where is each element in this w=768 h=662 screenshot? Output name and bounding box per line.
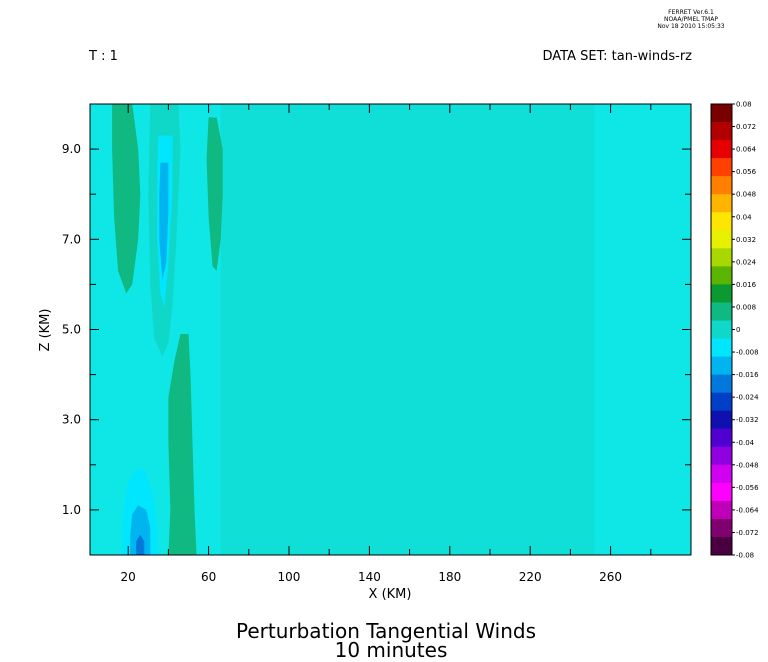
x-axis: 20 60 100 140 180 220 260 — [121, 104, 652, 584]
colorbar-label: -0.048 — [736, 461, 759, 469]
colorbar-label: -0.032 — [736, 416, 759, 424]
colorbar-swatch — [711, 176, 732, 195]
y-tick-label: 7.0 — [62, 232, 81, 246]
colorbar-swatch — [711, 482, 732, 502]
colorbar-label: 0.016 — [736, 281, 757, 289]
colorbar-swatch — [711, 536, 732, 556]
colorbar-label: -0.008 — [736, 349, 759, 357]
colorbar-label: 0.008 — [736, 303, 756, 311]
y-tick-label: 5.0 — [62, 323, 81, 337]
chart-subtitle: 10 minutes — [335, 638, 448, 662]
time-label: T : 1 — [88, 49, 118, 64]
colorbar-swatch — [711, 104, 732, 123]
colorbar-label: -0.024 — [736, 394, 759, 402]
colorbar-swatch — [711, 410, 732, 430]
colorbar-label: 0.072 — [736, 123, 756, 131]
region-7 — [130, 505, 151, 555]
x-tick-label: 140 — [358, 570, 381, 584]
colorbar-swatch — [711, 518, 732, 538]
region-8 — [136, 534, 145, 555]
colorbar-swatch — [711, 248, 732, 267]
colorbar-swatch — [711, 230, 732, 249]
colorbar: 0.08 0.072 0.064 0.056 0.048 0.04 0.032 0.024 0.… — [710, 101, 759, 560]
stripe-0 — [220, 104, 390, 555]
colorbar-label: -0.08 — [736, 552, 754, 560]
y-axis: 1.0 3.0 5.0 7.0 9.0 — [62, 142, 691, 517]
colorbar-label: -0.072 — [736, 529, 759, 537]
stripe-2 — [401, 104, 579, 555]
colorbar-swatch — [711, 194, 732, 213]
y-tick-label: 3.0 — [62, 413, 81, 427]
regions-layer — [112, 104, 223, 555]
colorbar-swatch — [711, 158, 732, 177]
colorbar-swatch — [711, 266, 732, 285]
region-4 — [159, 162, 169, 280]
colorbar-label: 0.04 — [736, 213, 752, 221]
colorbar-label: -0.04 — [736, 439, 755, 447]
program-label: FERRET Ver.6.1 — [668, 9, 714, 16]
y-tick-label: 9.0 — [62, 142, 81, 156]
colorbar-swatch — [711, 392, 732, 412]
x-tick-label: 60 — [201, 570, 216, 584]
colorbar-swatch — [711, 140, 732, 159]
region-5 — [168, 334, 197, 555]
colorbar-swatch — [711, 338, 732, 357]
dataset-label: DATA SET: tan-winds-rz — [543, 49, 693, 64]
y-tick-label: 1.0 — [62, 503, 81, 517]
plot-area — [89, 103, 692, 556]
colorbar-label: -0.016 — [736, 371, 759, 379]
y-axis-label: Z (KM) — [38, 309, 53, 352]
stripes-layer — [220, 104, 595, 555]
x-tick-label: 20 — [121, 570, 136, 584]
colorbar-swatch — [711, 302, 732, 321]
colorbar-swatch — [711, 212, 732, 231]
colorbar-swatch — [711, 356, 732, 375]
colorbar-label: 0.064 — [736, 146, 757, 154]
colorbar-label: -0.064 — [736, 506, 759, 514]
colorbar-swatch — [711, 320, 732, 339]
colorbar-swatch — [711, 464, 732, 484]
date-label: Nov 18 2010 15:05:33 — [657, 23, 724, 30]
colorbar-label: -0.056 — [736, 484, 759, 492]
colorbar-swatch — [711, 122, 732, 141]
x-axis-label: X (KM) — [369, 587, 412, 602]
stripe-3 — [578, 104, 595, 555]
colorbar-label: 0.08 — [736, 101, 752, 109]
x-tick-label: 260 — [599, 570, 622, 584]
colorbar-swatch — [711, 374, 732, 394]
x-tick-label: 100 — [278, 570, 301, 584]
org-label: NOAA/PMEL TMAP — [664, 16, 718, 23]
colorbar-label: 0 — [736, 326, 740, 334]
colorbar-swatch — [711, 284, 732, 303]
x-tick-label: 220 — [519, 570, 542, 584]
colorbar-swatch — [711, 446, 732, 466]
stripe-1 — [389, 104, 402, 555]
colorbar-swatch — [711, 428, 732, 448]
colorbar-label: 0.056 — [736, 168, 757, 176]
colorbar-label: 0.048 — [736, 191, 756, 199]
region-1 — [206, 117, 223, 271]
region-0 — [112, 104, 141, 294]
colorbar-label: 0.032 — [736, 236, 756, 244]
chart-title: Perturbation Tangential Winds — [236, 619, 536, 643]
colorbar-label: 0.024 — [736, 258, 757, 266]
colorbar-swatch — [711, 500, 732, 520]
x-tick-label: 180 — [438, 570, 461, 584]
